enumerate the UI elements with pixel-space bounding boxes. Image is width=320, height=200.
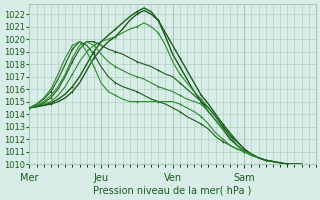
X-axis label: Pression niveau de la mer( hPa ): Pression niveau de la mer( hPa ) [93, 186, 252, 196]
